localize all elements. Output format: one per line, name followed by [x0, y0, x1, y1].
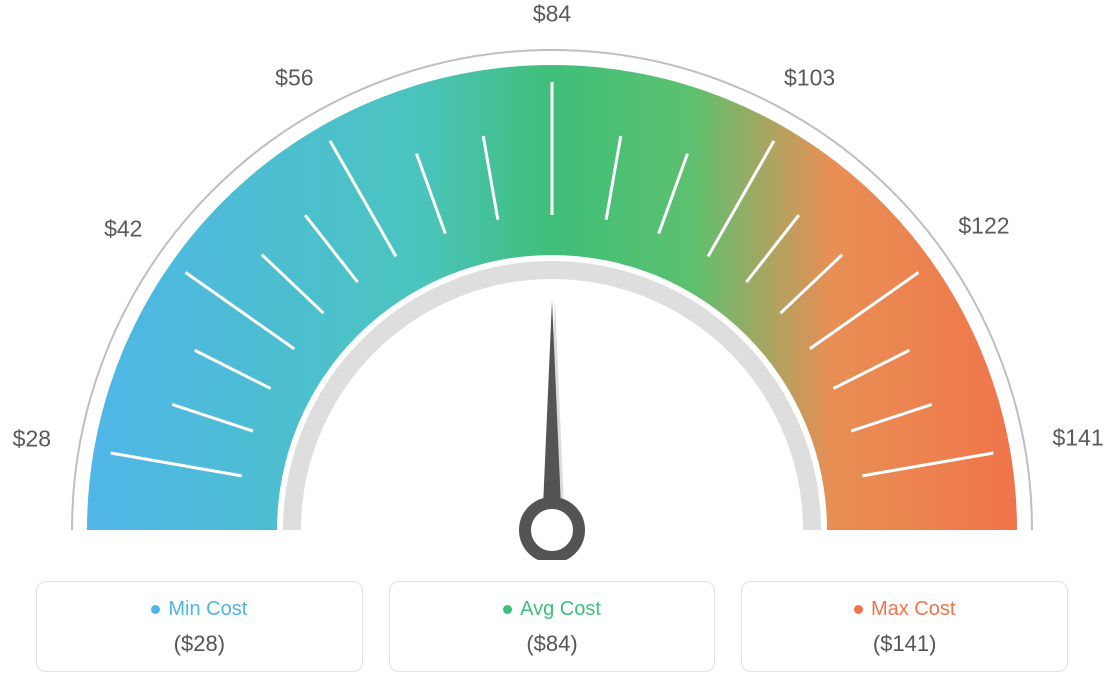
gauge-tick-label: $56 — [275, 65, 313, 92]
legend-card-max: Max Cost ($141) — [741, 581, 1068, 672]
legend-title-max: Max Cost — [854, 598, 955, 621]
dot-icon — [854, 605, 863, 614]
gauge-tick-label: $42 — [104, 215, 142, 242]
legend-title-avg: Avg Cost — [503, 598, 601, 621]
gauge-tick-label: $84 — [533, 1, 571, 28]
gauge-tick-label: $103 — [784, 65, 835, 92]
gauge-tick-label: $141 — [1052, 425, 1103, 452]
dot-icon — [503, 605, 512, 614]
legend-card-min: Min Cost ($28) — [36, 581, 363, 672]
legend-row: Min Cost ($28) Avg Cost ($84) Max Cost (… — [0, 581, 1104, 672]
gauge-tick-label: $122 — [958, 213, 1009, 240]
gauge-svg — [0, 0, 1104, 560]
legend-value-min: ($28) — [47, 631, 352, 657]
gauge-tick-label: $28 — [13, 426, 51, 453]
legend-value-max: ($141) — [752, 631, 1057, 657]
legend-card-avg: Avg Cost ($84) — [389, 581, 716, 672]
legend-label: Min Cost — [168, 598, 247, 621]
dot-icon — [151, 605, 160, 614]
gauge-chart: $28 $42 $56 $84 $103 $122 $141 — [0, 0, 1104, 560]
legend-value-avg: ($84) — [400, 631, 705, 657]
legend-label: Max Cost — [871, 598, 955, 621]
legend-title-min: Min Cost — [151, 598, 247, 621]
legend-label: Avg Cost — [520, 598, 601, 621]
